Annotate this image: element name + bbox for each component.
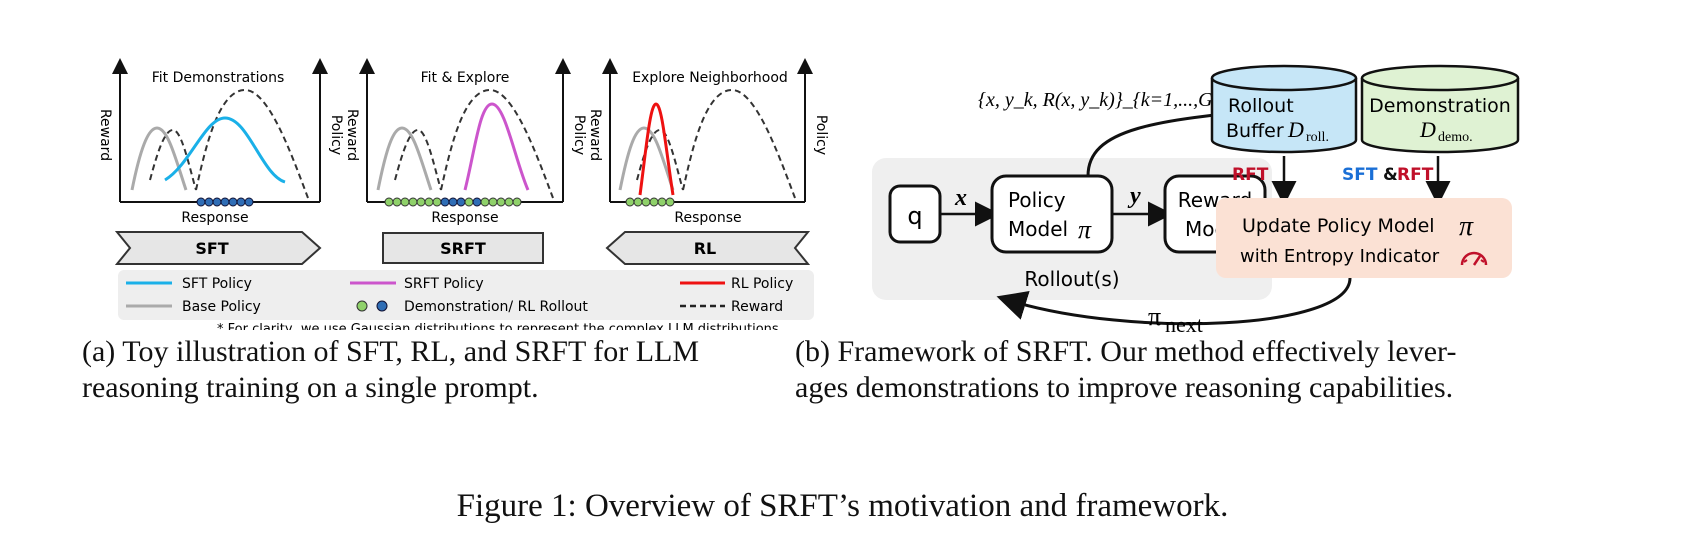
policy-axis-label: Policy [813,115,829,155]
demo-subscript: demo. [1438,130,1473,145]
rollout-dots [384,197,522,207]
plot-srft: Fit & Explore Reward Policy Response [344,58,587,226]
caption-a: (a) Toy illustration of SFT, RL, and SRF… [82,334,802,406]
legend: SFT Policy SRFT Policy RL Policy Base Po… [118,270,814,320]
sft-arrow: SFT [114,231,322,265]
sft-policy-curve [164,116,286,184]
policy-model-label: Policy [1008,188,1066,212]
base-policy-curve [130,126,188,191]
rft-label: RFT [1232,165,1269,185]
reward-curve [195,88,309,199]
reward-axis-label: Reward [344,109,360,161]
caption-b-line1: (b) Framework of SRFT. Our method effect… [795,335,1457,368]
caption-a-line1: (a) Toy illustration of SFT, RL, and SRF… [82,335,700,368]
amp-label: & [1383,165,1398,185]
policy-axis-label: Policy [571,115,587,155]
update-pi-symbol: π [1459,211,1474,242]
caption-b-line2: ages demonstrations to improve reasoning… [795,371,1454,404]
gauge-icon [1460,251,1488,266]
reward-axis-label: Reward [587,109,603,161]
buffer-subscript: roll. [1306,130,1329,145]
response-axis-label: Response [431,210,498,226]
plot-title: Fit Demonstrations [152,70,285,86]
reward-curve [440,88,554,199]
reward-axis-label: Reward [97,109,113,161]
footnote: * For clarity, we use Gaussian distribut… [217,322,783,330]
plot-title: Fit & Explore [421,70,510,86]
figure-caption: Figure 1: Overview of SRFT’s motivation … [456,488,1229,524]
plot-rl: Explore Neighborhood Reward Policy Respo… [587,58,829,226]
legend-reward: Reward [731,299,783,315]
reward-curve [682,88,796,199]
reward-curve [394,128,442,191]
legend-demo-rollout: Demonstration/ RL Rollout [404,299,588,315]
rl-arrow-label: RL [694,239,717,258]
legend-sft-policy: SFT Policy [182,276,252,292]
rollout-dots [196,197,254,207]
rollouts-label: Rollout(s) [1024,267,1119,291]
x-label: x [954,185,967,211]
rollout-buffer-label: Rollout [1228,95,1294,117]
policy-axis-label: Policy [328,115,344,155]
sft-arrow-label: SFT [195,239,228,258]
update-label-2: with Entropy Indicator [1240,246,1440,267]
update-to-rollout-arrow [996,277,1352,326]
caption-b: (b) Framework of SRFT. Our method effect… [795,334,1565,406]
policy-model-label-2: Model [1008,217,1068,241]
pi-next-symbol: π [1148,302,1161,331]
rollout-set-label: {x, y_k, R(x, y_k)}_{k=1,...,G} [978,89,1221,111]
srft-arrow: SRFT [382,232,544,264]
buffer-symbol: D [1287,117,1304,142]
response-axis-label: Response [674,210,741,226]
update-label: Update Policy Model [1242,215,1435,237]
legend-rl-policy: RL Policy [731,276,793,292]
rollout-buffer-label-2: Buffer [1226,120,1284,142]
pi-next-subscript: next [1165,312,1203,337]
panel-b-framework: q x Policy Model π y Reward Model Rollou… [872,64,1520,337]
query-label: q [907,202,922,230]
caption-a-line2: reasoning training on a single prompt. [82,371,539,404]
srft-policy-curve [463,102,530,191]
response-axis-label: Response [181,210,248,226]
demo-symbol: D [1419,117,1436,142]
legend-base-policy: Base Policy [182,299,261,315]
sft-label: SFT [1342,165,1378,185]
base-policy-curve [376,126,433,191]
rft-label-2: RFT [1397,165,1434,185]
demonstration-label: Demonstration [1369,95,1511,117]
base-policy-curve [618,126,675,191]
demonstration-store: Demonstration D demo. [1360,64,1520,154]
rollout-dots [625,197,675,207]
plot-title: Explore Neighborhood [632,70,788,86]
rollout-buffer: Rollout Buffer D roll. [1210,64,1358,154]
reward-curve [149,128,197,191]
rl-arrow: RL [605,231,811,265]
rl-policy-curve [638,102,675,196]
plot-sft: Fit Demonstrations Reward Policy Respons… [97,58,344,226]
y-label: y [1127,183,1141,209]
pi-symbol: π [1078,215,1092,244]
legend-srft-policy: SRFT Policy [404,276,484,292]
srft-arrow-label: SRFT [440,239,486,258]
update-policy-box [1216,198,1512,278]
panel-a-toy-illustration: Fit Demonstrations Reward Policy Respons… [97,58,829,330]
